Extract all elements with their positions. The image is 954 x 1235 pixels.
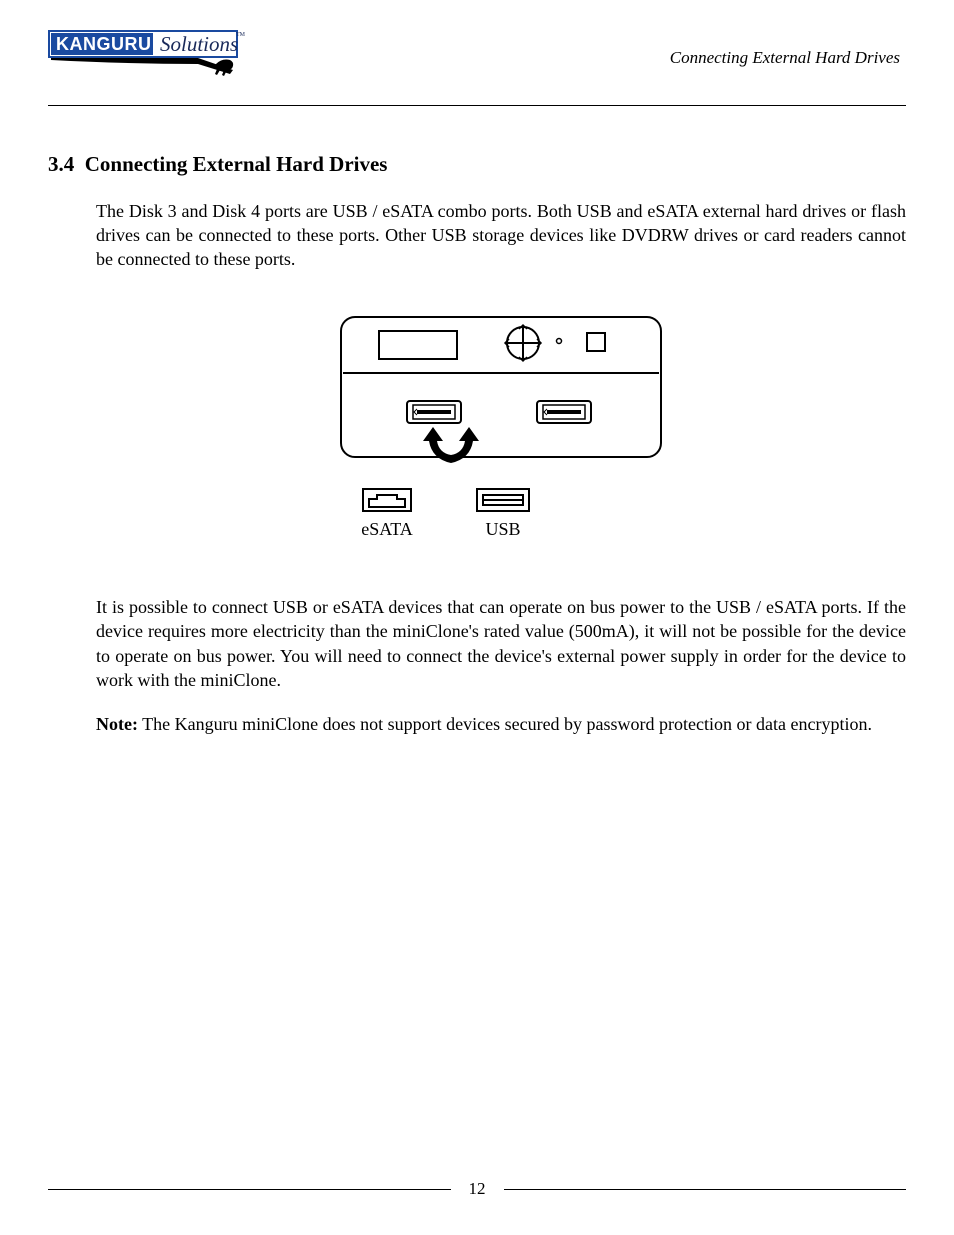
kanguru-logo-svg: KANGURU Solutions TM (48, 30, 248, 90)
page-number: 12 (451, 1179, 504, 1199)
section-heading: 3.4 Connecting External Hard Drives (48, 152, 906, 177)
kangaroo-icon (215, 60, 233, 77)
esata-label: eSATA (361, 519, 413, 539)
note-label: Note: (96, 714, 138, 734)
combo-port-right (537, 401, 591, 423)
power-button-icon (587, 333, 605, 351)
device-diagram: eSATA USB (96, 311, 906, 551)
page: KANGURU Solutions TM Connecting External… (0, 0, 954, 1235)
combo-port-left (407, 401, 461, 423)
header-rule (48, 105, 906, 106)
usb-label: USB (485, 519, 520, 539)
note-paragraph: Note: The Kanguru miniClone does not sup… (96, 712, 906, 736)
running-header-title: Connecting External Hard Drives (670, 30, 906, 68)
body: The Disk 3 and Disk 4 ports are USB / eS… (96, 199, 906, 736)
esata-connector-icon (363, 489, 411, 511)
section-title-text: Connecting External Hard Drives (85, 152, 388, 176)
lcd-screen (379, 331, 457, 359)
brand-logo: KANGURU Solutions TM (48, 30, 248, 95)
paragraph-1: The Disk 3 and Disk 4 ports are USB / eS… (96, 199, 906, 271)
logo-main-text: KANGURU (56, 34, 152, 54)
section-number: 3.4 (48, 152, 74, 176)
paragraph-2: It is possible to connect USB or eSATA d… (96, 595, 906, 691)
usb-connector-icon (477, 489, 529, 511)
logo-sub-text: Solutions (160, 32, 238, 56)
svg-text:TM: TM (236, 32, 246, 38)
note-body: The Kanguru miniClone does not support d… (138, 714, 872, 734)
header: KANGURU Solutions TM Connecting External… (48, 30, 906, 95)
miniclone-diagram-svg: eSATA USB (321, 311, 681, 551)
footer-rule-right (504, 1189, 907, 1190)
footer-rule-left (48, 1189, 451, 1190)
footer: 12 (48, 1179, 906, 1199)
